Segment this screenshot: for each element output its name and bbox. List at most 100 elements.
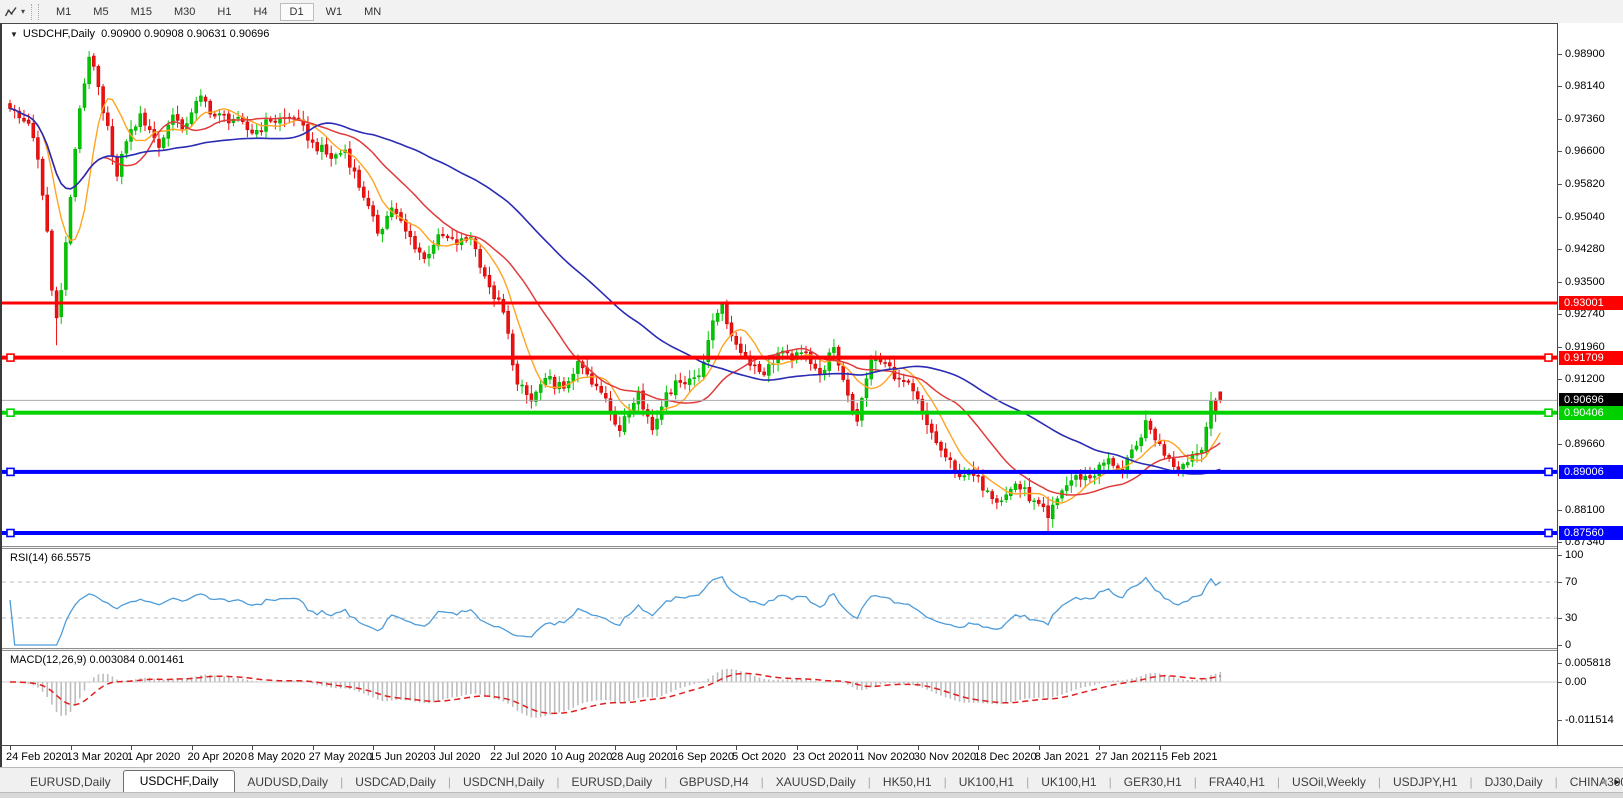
candles-layer — [8, 51, 1223, 533]
horizontal-line-0.89006[interactable] — [2, 469, 1557, 474]
ohlc-open: 0.90900 — [101, 28, 141, 40]
timeframe-button-m30[interactable]: M30 — [173, 5, 196, 18]
chart-tab-china300-h1[interactable]: CHINA300,H1 — [1569, 775, 1623, 789]
tab-separator: | — [1469, 775, 1473, 789]
chart-line-tool-icon[interactable] — [4, 5, 18, 19]
symbol-name: USDCHF,Daily — [22, 28, 96, 40]
ohlc-high: 0.90908 — [144, 28, 184, 40]
line-handle[interactable] — [6, 408, 15, 418]
chart-tab-ger30-h1[interactable]: GER30,H1 — [1123, 775, 1182, 789]
tab-separator: | — [1276, 775, 1281, 789]
horizontal-line-0.90406[interactable] — [2, 410, 1557, 415]
chart-tab-gbpusd-h4[interactable]: GBPUSD,H4 — [679, 775, 749, 789]
timeframe-button-d1[interactable]: D1 — [279, 2, 314, 21]
top-toolbar: ▾ M1 M5 M15 M30 H1 H4 D1 W1 MN — [0, 0, 1623, 24]
horizontal-line-0.8756[interactable] — [2, 531, 1557, 535]
tab-separator: | — [867, 775, 871, 789]
timeframe-button-w1[interactable]: W1 — [325, 5, 343, 18]
date-tick — [494, 746, 496, 750]
timeframe-button-h1[interactable]: H1 — [217, 5, 232, 18]
caret-down-icon[interactable]: ▾ — [21, 7, 26, 16]
line-handle[interactable] — [6, 353, 15, 362]
scroll-tabs-left-icon[interactable]: ◂ — [1600, 776, 1607, 788]
pane-divider[interactable] — [2, 546, 1557, 547]
date-label: 18 Dec 2020 — [974, 751, 1037, 763]
chart-tab-eurusd-daily[interactable]: EURUSD,Daily — [30, 775, 111, 789]
chart-tab-audusd-daily[interactable]: AUDUSD,Daily — [247, 775, 329, 789]
chart-tab-usdchf-daily[interactable]: USDCHF,Daily — [122, 770, 236, 793]
price-tick: 0.91200 — [1558, 373, 1605, 386]
rsi-line — [9, 576, 1221, 646]
chart-title: ▼ USDCHF,Daily 0.90900 0.90908 0.90631 0.… — [10, 28, 269, 40]
chart-tab-hk50-h1[interactable]: HK50,H1 — [882, 775, 932, 789]
date-label: 5 Oct 2020 — [732, 751, 786, 763]
price-badge-0.90406: 0.90406 — [1559, 405, 1623, 420]
chart-tab-bar: EURUSD,Daily USDCHF,Daily AUDUSD,Daily | USD… — [0, 767, 1623, 793]
chart-tab-usdcnh-daily[interactable]: USDCNH,Daily — [463, 775, 545, 789]
tab-separator: | — [1554, 775, 1558, 789]
macd-values: 0.003084 0.001461 — [89, 654, 185, 666]
price-tick: 0.93500 — [1558, 275, 1605, 288]
macd-tick: -0.011514 — [1558, 713, 1614, 726]
timeframe-button-m15[interactable]: M15 — [130, 5, 152, 18]
timeframe-buttons: M1 M5 M15 M30 H1 H4 D1 W1 MN — [45, 2, 392, 21]
date-tick — [191, 746, 193, 750]
date-label: 28 Aug 2020 — [611, 751, 673, 763]
line-handle[interactable] — [1544, 467, 1553, 477]
line-handle[interactable] — [1544, 528, 1553, 538]
timeframe-button-m1[interactable]: M1 — [56, 5, 72, 18]
ohlc-close: 0.90696 — [229, 28, 270, 40]
pane-divider[interactable] — [2, 648, 1557, 649]
chart-canvas[interactable] — [2, 24, 1557, 745]
date-tick — [675, 746, 677, 750]
tabs-container: EURUSD,Daily USDCHF,Daily AUDUSD,Daily | USD… — [18, 770, 1623, 793]
price-badge-0.91709: 0.91709 — [1559, 350, 1623, 365]
chart-tab-dj30-daily[interactable]: DJ30,Daily — [1484, 775, 1543, 789]
line-handle[interactable] — [1544, 408, 1553, 418]
chart-tab-xauusd-daily[interactable]: XAUUSD,Daily — [775, 775, 856, 789]
line-handle[interactable] — [6, 467, 15, 477]
chart-tab-uk100-h1[interactable]: UK100,H1 — [958, 775, 1015, 789]
date-label: 27 Jan 2021 — [1095, 751, 1156, 763]
date-label: 13 Mar 2020 — [66, 751, 129, 763]
rsi-tick: 70 — [1557, 576, 1578, 588]
tab-separator: | — [340, 775, 344, 789]
timeframe-button-h4[interactable]: H4 — [253, 5, 268, 18]
date-tick — [10, 746, 11, 750]
line-handle[interactable] — [6, 528, 15, 538]
date-tick — [70, 746, 72, 750]
bottom-strip — [0, 792, 1623, 798]
tab-separator: | — [1377, 775, 1381, 789]
price-tick: 0.98900 — [1558, 47, 1605, 60]
price-axis: 0.98900 0.98140 0.97360 0.96600 0.95820 0.950… — [1557, 23, 1623, 745]
date-label: 27 May 2020 — [308, 751, 373, 763]
triangle-down-icon[interactable]: ▼ — [10, 30, 18, 39]
timeframe-button-m5[interactable]: M5 — [93, 5, 109, 18]
date-tick — [312, 746, 314, 750]
date-label: 30 Nov 2020 — [913, 751, 977, 763]
price-badge-0.93001: 0.93001 — [1559, 296, 1623, 310]
date-tick — [131, 746, 133, 750]
chart-tab-usdjpy-h1[interactable]: USDJPY,H1 — [1392, 775, 1458, 789]
chart-tab-uk100-h1[interactable]: UK100,H1 — [1041, 775, 1097, 789]
scroll-tabs-right-icon[interactable]: ▸ — [1614, 776, 1620, 788]
timeframe-button-mn[interactable]: MN — [364, 5, 382, 18]
tab-separator: | — [1026, 775, 1030, 789]
chart-tab-usdcad-daily[interactable]: USDCAD,Daily — [355, 775, 436, 789]
date-axis: 24 Feb 2020 13 Mar 2020 1 Apr 2020 20 Apr 2… — [0, 745, 1623, 767]
price-tick: 0.95040 — [1558, 210, 1605, 223]
price-tick: 0.92740 — [1558, 308, 1605, 321]
horizontal-line-0.93001[interactable] — [2, 301, 1557, 305]
chart-tab-fra40-h1[interactable]: FRA40,H1 — [1208, 775, 1265, 789]
horizontal-line-0.91709[interactable] — [2, 355, 1557, 360]
moving-average-55 — [9, 107, 1221, 475]
price-tick: 0.94280 — [1558, 242, 1605, 255]
price-badge-0.87560: 0.87560 — [1559, 525, 1623, 540]
chart-tab-usoil-weekly[interactable]: USOil,Weekly — [1292, 775, 1366, 789]
cursor-tool-group[interactable]: ▾ — [0, 0, 29, 23]
line-handle[interactable] — [1544, 353, 1553, 362]
chart-window[interactable]: ▼ USDCHF,Daily 0.90900 0.90908 0.90631 0.… — [0, 23, 1557, 745]
date-tick — [554, 746, 556, 750]
chart-tab-eurusd-daily[interactable]: EURUSD,Daily — [571, 775, 653, 789]
price-badge-0.89006: 0.89006 — [1559, 464, 1623, 479]
